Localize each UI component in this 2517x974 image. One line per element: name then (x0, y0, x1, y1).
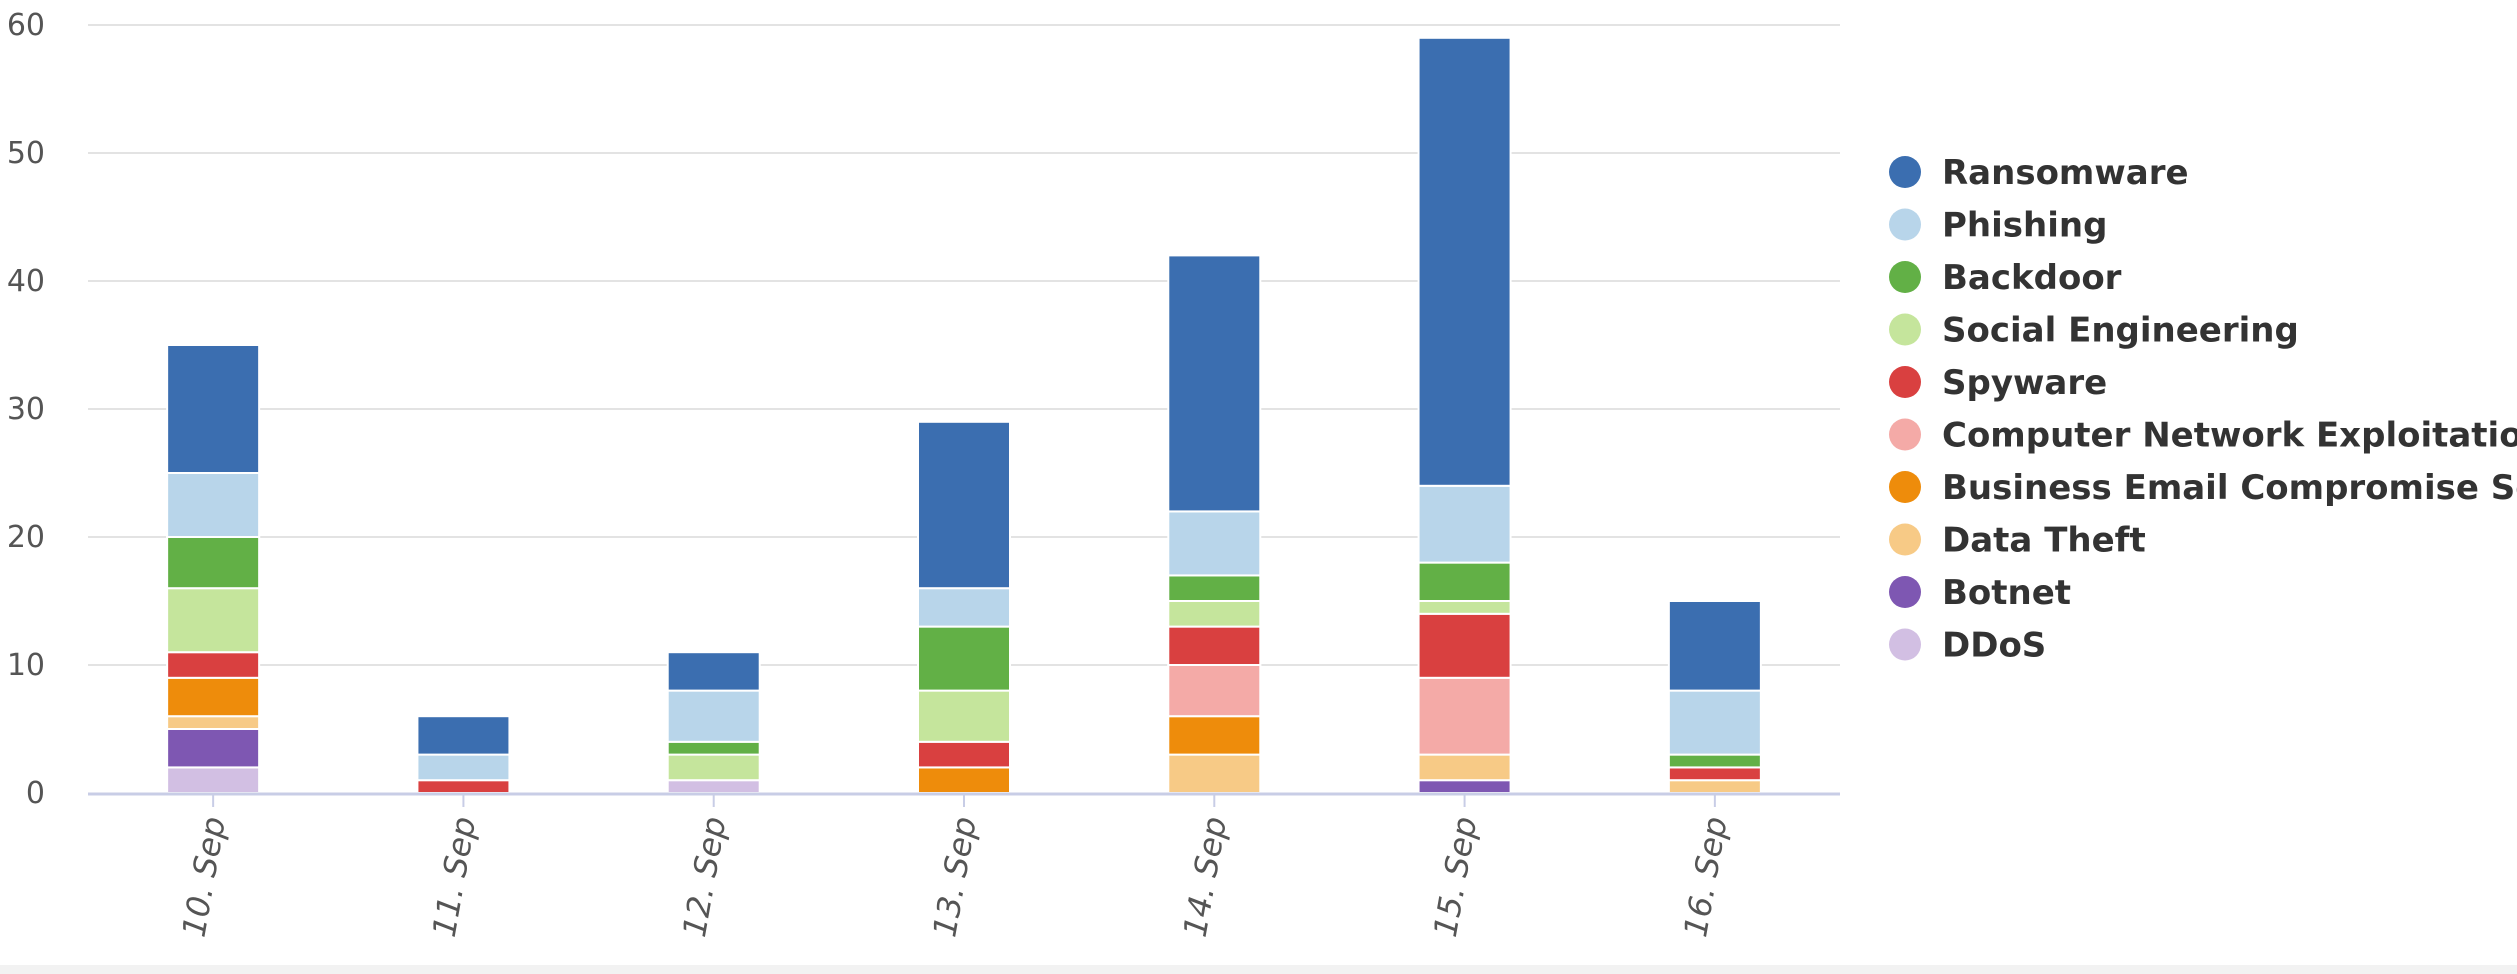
bar-segment[interactable] (1667, 766, 1762, 782)
bar-segment[interactable] (1417, 676, 1512, 756)
bar-segment[interactable] (1417, 36, 1512, 487)
bar-segment[interactable] (166, 344, 261, 474)
x-axis: 10. Sep 11. Sep 12. Sep 13. Sep 14. Sep 15. S… (88, 792, 1840, 940)
legend-swatch (1889, 523, 1921, 556)
bar-segment[interactable] (1667, 600, 1762, 692)
bar-segment[interactable] (1417, 561, 1512, 602)
grid-lines (88, 24, 1840, 666)
legend-swatch (1889, 156, 1921, 188)
legend-swatch (1889, 261, 1921, 293)
bar-segment[interactable] (666, 740, 761, 756)
bar-series (166, 36, 1762, 795)
legend-item[interactable]: Computer Network Exploitation (1889, 416, 2517, 456)
y-tick-label: 30 (7, 392, 45, 427)
legend-item[interactable]: Backdoor (1889, 258, 2122, 298)
bar-segment[interactable] (1667, 689, 1762, 756)
legend-label: Social Engineering (1942, 311, 2299, 351)
bar-segment[interactable] (166, 587, 261, 654)
x-tick-label: 15. Sep (1426, 814, 1484, 940)
legend-item[interactable]: Social Engineering (1889, 311, 2299, 351)
bar-segment[interactable] (917, 420, 1011, 590)
legend-item[interactable]: Botnet (1889, 573, 2071, 613)
legend-swatch (1889, 418, 1921, 451)
x-tick-label: 14. Sep (1176, 814, 1234, 940)
bar-segment[interactable] (917, 625, 1011, 692)
legend-label: Business Email Compromise Scam (1942, 468, 2517, 508)
bar-segment[interactable] (166, 728, 261, 769)
bar-segment[interactable] (1167, 625, 1262, 666)
legend-label: Phishing (1942, 206, 2107, 246)
legend-swatch (1889, 471, 1921, 503)
legend-swatch (1889, 628, 1921, 661)
legend-swatch (1889, 208, 1921, 241)
legend: Ransomware Phishing Backdoor Social Enginee… (1889, 153, 2517, 666)
x-tick-label: 12. Sep (675, 814, 733, 940)
bar-segment[interactable] (1167, 510, 1262, 577)
legend-swatch (1889, 576, 1921, 608)
bar-segment[interactable] (166, 651, 261, 679)
legend-item[interactable]: Spyware (1889, 363, 2107, 403)
bar-segment[interactable] (166, 766, 261, 795)
x-tick-label: 16. Sep (1676, 814, 1734, 940)
legend-item[interactable]: Data Theft (1889, 521, 2146, 561)
bar-segment[interactable] (666, 689, 761, 743)
bar-segment[interactable] (416, 715, 511, 756)
legend-label: Data Theft (1942, 521, 2146, 561)
bar-segment[interactable] (1667, 753, 1762, 769)
bar-segment[interactable] (917, 740, 1011, 769)
y-tick-label: 60 (7, 8, 45, 43)
bar-segment[interactable] (166, 715, 261, 731)
y-tick-label: 50 (7, 136, 45, 171)
bar-segment[interactable] (1417, 612, 1512, 679)
bar-segment[interactable] (166, 536, 261, 590)
bar-segment[interactable] (1417, 600, 1512, 615)
y-tick-label: 0 (26, 776, 45, 811)
y-tick-label: 20 (7, 520, 45, 555)
bar-segment[interactable] (1417, 484, 1512, 564)
y-axis-ticks: 0 10 20 30 40 50 60 (7, 8, 45, 811)
bar-segment[interactable] (1667, 779, 1762, 795)
legend-label: Computer Network Exploitation (1942, 416, 2517, 456)
bar-segment[interactable] (1417, 779, 1512, 795)
x-tick-label: 11. Sep (425, 814, 483, 940)
bar-segment[interactable] (666, 651, 761, 692)
legend-label: Backdoor (1942, 258, 2122, 298)
bar-segment[interactable] (1167, 753, 1262, 794)
bar-segment[interactable] (1167, 600, 1262, 628)
legend-label: Spyware (1942, 363, 2107, 403)
bar-segment[interactable] (666, 753, 761, 782)
bar-segment[interactable] (1167, 715, 1262, 756)
y-tick-label: 40 (7, 264, 45, 299)
bottom-strip (0, 965, 2517, 974)
bar-segment[interactable] (917, 766, 1011, 795)
legend-label: Ransomware (1942, 153, 2189, 193)
bar-segment[interactable] (666, 779, 761, 795)
legend-item[interactable]: Business Email Compromise Scam (1889, 468, 2517, 508)
legend-item[interactable]: DDoS (1889, 626, 2046, 666)
bar-segment[interactable] (1417, 753, 1512, 782)
bar-segment[interactable] (416, 753, 511, 782)
bar-segment[interactable] (917, 587, 1011, 628)
legend-swatch (1889, 313, 1921, 346)
x-tick-label: 10. Sep (175, 814, 233, 940)
bar-segment[interactable] (1167, 664, 1262, 718)
bar-segment[interactable] (416, 779, 511, 795)
bar-segment[interactable] (917, 689, 1011, 743)
x-tick-label: 13. Sep (925, 814, 983, 940)
legend-label: Botnet (1942, 573, 2071, 613)
legend-item[interactable]: Phishing (1889, 206, 2107, 246)
bar-segment[interactable] (1167, 574, 1262, 603)
legend-item[interactable]: Ransomware (1889, 153, 2189, 193)
legend-swatch (1889, 366, 1921, 398)
bar-segment[interactable] (1167, 254, 1262, 513)
y-tick-label: 10 (7, 648, 45, 683)
bar-segment[interactable] (166, 676, 261, 718)
bar-segment[interactable] (166, 472, 261, 538)
legend-label: DDoS (1942, 626, 2046, 666)
